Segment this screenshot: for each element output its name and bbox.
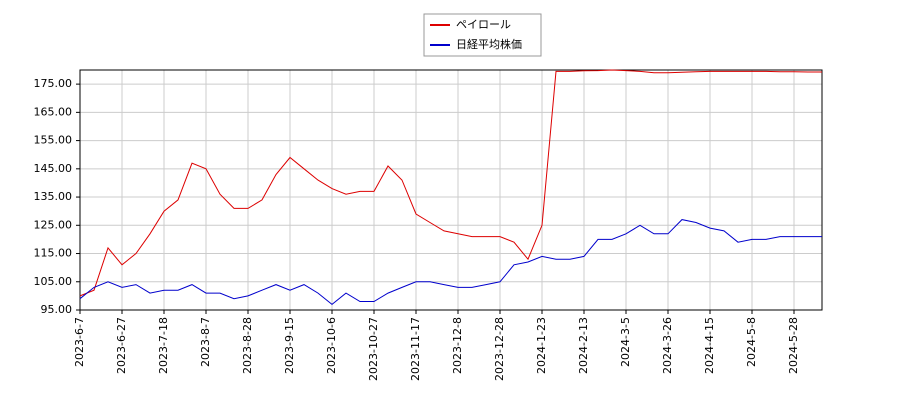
- x-tick-label: 2023-6-7: [73, 317, 86, 367]
- y-tick-label: 105.00: [34, 275, 73, 288]
- y-tick-label: 95.00: [41, 303, 73, 316]
- y-tick-label: 175.00: [34, 77, 73, 90]
- y-tick-label: 115.00: [34, 247, 73, 260]
- y-tick-label: 155.00: [34, 134, 73, 147]
- x-tick-label: 2024-5-8: [745, 317, 758, 367]
- x-tick-label: 2023-10-6: [325, 317, 338, 374]
- line-series: [79, 69, 822, 297]
- x-tick-label: 2023-8-7: [199, 317, 212, 367]
- legend-box: [423, 13, 542, 57]
- line-series: [79, 219, 822, 306]
- x-tick-label: 2023-12-28: [493, 317, 506, 381]
- y-tick-label: 135.00: [34, 190, 73, 203]
- x-tick-label: 2024-1-23: [535, 317, 548, 374]
- y-tick-label: 145.00: [34, 162, 73, 175]
- x-tick-label: 2024-2-13: [577, 317, 590, 374]
- x-tick-label: 2024-3-26: [661, 317, 674, 374]
- x-tick-label: 2023-12-8: [451, 317, 464, 374]
- x-tick-label: 2024-3-5: [619, 317, 632, 367]
- y-tick-label: 125.00: [34, 218, 73, 231]
- y-tick-label: 165.00: [34, 105, 73, 118]
- x-tick-label: 2024-5-28: [787, 317, 800, 374]
- x-tick-label: 2024-4-15: [703, 317, 716, 374]
- legend-label: 日経平均株価: [456, 37, 522, 51]
- plot-area: [80, 70, 822, 310]
- x-tick-label: 2023-7-18: [157, 317, 170, 374]
- legend-label: ペイロール: [456, 18, 511, 31]
- x-tick-label: 2023-8-28: [241, 317, 254, 374]
- x-tick-label: 2023-10-27: [367, 317, 380, 381]
- x-tick-label: 2023-11-17: [409, 317, 422, 381]
- axis-frame: [79, 69, 823, 311]
- x-tick-label: 2023-6-27: [115, 317, 128, 374]
- x-tick-label: 2023-9-15: [283, 317, 296, 374]
